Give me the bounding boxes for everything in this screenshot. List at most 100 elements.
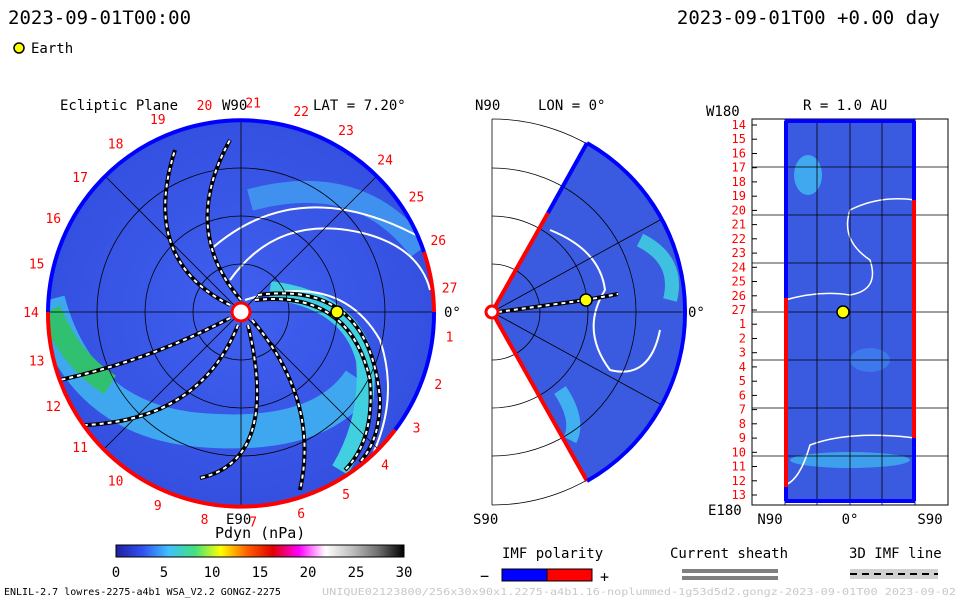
sun-icon-meridional — [484, 304, 500, 320]
latlon-x-label: S90 — [917, 512, 942, 528]
latlon-sector-boundary-2 — [785, 434, 915, 486]
ecliptic-density-band-peak — [48, 305, 117, 395]
latlon-y-label: 11 — [732, 460, 746, 474]
colorbar-tick-label: 10 — [204, 565, 221, 581]
ecliptic-imf-lines — [59, 139, 383, 491]
ecliptic-bottom-label: E90 — [226, 512, 251, 528]
imf-negative-swatch — [501, 568, 548, 582]
ecliptic-sector-boundary-3 — [229, 227, 431, 291]
colorbar-title: Pdyn (nPa) — [215, 524, 305, 542]
latlon-panel: R = 1.0 AU W180 E180 — [706, 98, 949, 528]
latlon-x-label: N90 — [757, 512, 782, 528]
latlon-y-label: 12 — [732, 474, 746, 488]
header-left-time: 2023-09-01T00:00 — [8, 7, 191, 29]
ecliptic-sector-boundary-1 — [209, 206, 426, 251]
sector-label: 3 — [413, 421, 421, 436]
current-sheath-title: Current sheath — [670, 546, 788, 562]
current-sheath-legend: Current sheath — [670, 546, 788, 580]
meridional-lon-label: LON = 0° — [538, 98, 605, 114]
meridional-panel: N90 LON = 0° S90 0° — [473, 98, 705, 528]
sector-label: 4 — [381, 459, 389, 474]
imf-minus-label: − — [480, 567, 489, 585]
sector-label: 9 — [154, 499, 162, 514]
sector-label: 13 — [29, 354, 45, 369]
imf3d-legend: 3D IMF line — [849, 546, 942, 579]
ecliptic-features — [48, 180, 431, 475]
earth-marker-meridional — [579, 293, 593, 307]
meridional-arc-blue-2 — [586, 311, 688, 483]
latlon-y-label: 8 — [739, 417, 746, 431]
latlon-y-label: 6 — [739, 388, 746, 402]
earth-marker — [330, 305, 344, 319]
sector-label: 1 — [446, 330, 454, 345]
colorbar-tick-label: 0 — [112, 565, 120, 581]
latlon-y-label: 10 — [732, 445, 746, 459]
latlon-y-label: 19 — [732, 189, 746, 203]
latlon-y-label: 13 — [732, 488, 746, 502]
sector-label: 20 — [197, 99, 213, 114]
sector-label: 26 — [430, 234, 446, 249]
meridional-bottom-label: S90 — [473, 512, 498, 528]
ecliptic-sector-boundary-2 — [244, 290, 389, 461]
meridional-edge-red-top — [490, 212, 550, 313]
latlon-y-labels: 1415161718192021222324252627123456789101… — [732, 118, 757, 502]
earth-legend-icon — [13, 42, 25, 54]
sector-label: 5 — [342, 488, 350, 503]
colorbar-tick-label: 25 — [348, 565, 365, 581]
latlon-y-label: 2 — [739, 332, 746, 346]
ecliptic-boundary-red-2 — [45, 311, 397, 509]
colorbar-tick-label: 30 — [396, 565, 413, 581]
colorbar-tick-label: 5 — [160, 565, 168, 581]
ecliptic-density-band-3 — [247, 180, 429, 257]
sector-label: 17 — [72, 171, 88, 186]
latlon-sector-boundary-1 — [785, 198, 915, 301]
ecliptic-lat-label: LAT = 7.20° — [313, 98, 406, 114]
footer-left: ENLIL-2.7 lowres-2275-a4b1 WSA_V2.2 GONG… — [4, 587, 281, 598]
sector-label: 23 — [338, 124, 354, 139]
sector-label: 8 — [201, 513, 209, 528]
latlon-y-label: 20 — [732, 203, 746, 217]
latlon-y-label: 7 — [739, 403, 746, 417]
colorbar: Pdyn (nPa) 0 5 10 15 20 25 30 — [112, 524, 413, 581]
meridional-arc-blue — [586, 141, 688, 313]
ecliptic-top-label: W90 — [222, 98, 247, 114]
sector-label: 21 — [245, 96, 261, 111]
header-right-time: 2023-09-01T00 +0.00 day — [677, 7, 940, 29]
sector-label: 6 — [297, 507, 305, 522]
latlon-y-label: 5 — [739, 374, 746, 388]
latlon-x-labels: N90 0° S90 — [757, 512, 942, 528]
sector-label: 18 — [108, 138, 124, 153]
earth-marker-latlon — [836, 305, 850, 319]
sector-label: 7 — [249, 516, 257, 531]
sector-label: 12 — [45, 400, 61, 415]
latlon-y-label: 18 — [732, 175, 746, 189]
sun-icon — [230, 301, 252, 323]
latlon-y-label: 3 — [739, 346, 746, 360]
ecliptic-panel: Ecliptic Plane LAT = 7.20° W90 E90 0° — [23, 96, 461, 530]
sector-label: 27 — [442, 282, 458, 297]
colorbar-tick-label: 15 — [252, 565, 269, 581]
imf3d-title: 3D IMF line — [849, 546, 942, 562]
meridional-right-label: 0° — [688, 305, 705, 321]
meridional-top-label: N90 — [475, 98, 500, 114]
sector-label: 24 — [377, 153, 393, 168]
imf-polarity-title: IMF polarity — [502, 546, 603, 562]
latlon-y-label: 25 — [732, 275, 746, 289]
latlon-bottom-left-label: E180 — [708, 503, 742, 519]
latlon-y-label: 22 — [732, 232, 746, 246]
latlon-y-label: 23 — [732, 246, 746, 260]
latlon-y-label: 24 — [732, 260, 746, 274]
latlon-y-label: 4 — [739, 360, 746, 374]
sector-label: 15 — [29, 258, 45, 273]
sector-label: 14 — [23, 306, 39, 321]
latlon-y-label: 16 — [732, 147, 746, 161]
colorbar-tick-label: 20 — [300, 565, 317, 581]
imf-polarity-legend: IMF polarity − + — [480, 546, 609, 586]
sector-label: 19 — [150, 113, 166, 128]
ecliptic-grid — [48, 119, 434, 505]
colorbar-ticks: 0 5 10 15 20 25 30 — [112, 565, 413, 581]
latlon-y-label: 14 — [732, 118, 746, 132]
meridional-edge-red-bottom — [490, 311, 589, 482]
